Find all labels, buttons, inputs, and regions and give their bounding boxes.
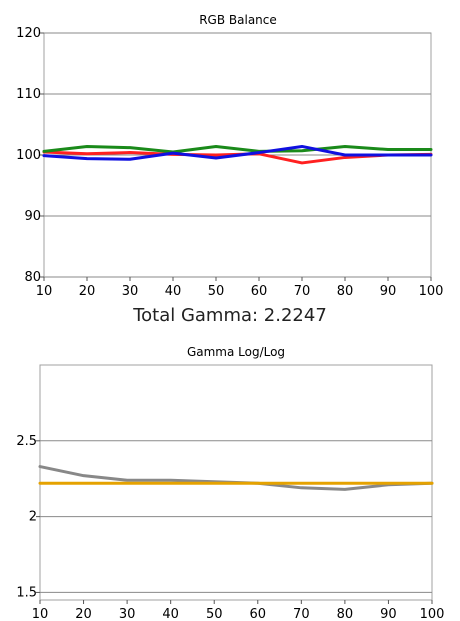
y-tick-label: 1.5 bbox=[16, 585, 37, 600]
x-tick-label: 40 bbox=[162, 607, 179, 620]
x-tick-label: 70 bbox=[293, 607, 310, 620]
x-tick-label: 50 bbox=[206, 607, 223, 620]
y-tick-label: 80 bbox=[24, 270, 41, 285]
y-tick-labels: 1.5 2 2.5 bbox=[16, 434, 37, 601]
x-tick-label: 50 bbox=[208, 284, 225, 299]
x-tick-labels: 10 20 30 40 50 60 70 80 90 100 bbox=[36, 284, 444, 299]
x-tick-label: 60 bbox=[250, 607, 267, 620]
x-tick-label: 100 bbox=[420, 607, 445, 620]
x-tick-label: 20 bbox=[75, 607, 92, 620]
x-tick-label: 10 bbox=[32, 607, 49, 620]
x-tick-label: 60 bbox=[251, 284, 268, 299]
series-lines bbox=[42, 144, 433, 165]
grid-lines bbox=[36, 440, 433, 604]
series-line-2 bbox=[42, 144, 433, 154]
y-tick-label: 110 bbox=[16, 87, 41, 102]
x-tick-label: 40 bbox=[165, 284, 182, 299]
x-tick-label: 90 bbox=[380, 607, 397, 620]
series-line-3 bbox=[42, 144, 433, 161]
chart-title: RGB Balance bbox=[199, 13, 277, 27]
x-tick-label: 10 bbox=[36, 284, 53, 299]
rgb-balance-chart: RGB Balance 80 90 100 110 120 10 20 30 40 50 60 70… bbox=[16, 13, 444, 299]
y-tick-label: 100 bbox=[16, 148, 41, 163]
x-tick-label: 20 bbox=[79, 284, 96, 299]
series-lines bbox=[38, 465, 434, 491]
y-tick-label: 2 bbox=[29, 510, 37, 525]
x-tick-label: 70 bbox=[294, 284, 311, 299]
gamma-loglog-chart: Gamma Log/Log 1.5 2 2.5 10 20 30 40 50 60 70 80 90… bbox=[16, 345, 445, 620]
x-tick-labels: 10 20 30 40 50 60 70 80 90 100 bbox=[32, 607, 445, 620]
chart-title: Gamma Log/Log bbox=[187, 345, 285, 359]
x-tick-label: 90 bbox=[380, 284, 397, 299]
total-gamma-readout: Total Gamma: 2.2247 bbox=[133, 305, 327, 326]
x-tick-label: 80 bbox=[337, 607, 354, 620]
x-tick-label: 30 bbox=[122, 284, 139, 299]
x-tick-label: 100 bbox=[419, 284, 444, 299]
y-tick-label: 120 bbox=[16, 26, 41, 41]
y-tick-labels: 80 90 100 110 120 bbox=[16, 26, 41, 285]
y-tick-label: 90 bbox=[24, 209, 41, 224]
y-tick-label: 2.5 bbox=[16, 434, 37, 449]
x-tick-label: 80 bbox=[337, 284, 354, 299]
x-tick-label: 30 bbox=[119, 607, 136, 620]
